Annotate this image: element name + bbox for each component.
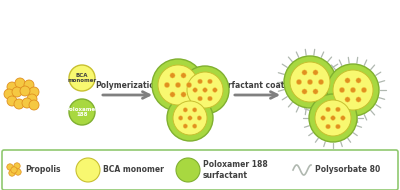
Circle shape	[181, 92, 186, 97]
Circle shape	[9, 170, 15, 176]
Circle shape	[14, 163, 20, 169]
Circle shape	[192, 108, 197, 112]
Circle shape	[192, 124, 197, 128]
Circle shape	[296, 79, 302, 85]
Circle shape	[183, 108, 188, 112]
Circle shape	[331, 116, 335, 120]
Circle shape	[326, 124, 330, 129]
Circle shape	[7, 82, 17, 92]
Circle shape	[302, 89, 307, 94]
Circle shape	[336, 107, 340, 112]
Circle shape	[315, 100, 351, 136]
Circle shape	[313, 70, 318, 75]
Circle shape	[307, 79, 313, 85]
Circle shape	[15, 169, 21, 175]
Circle shape	[321, 116, 326, 120]
Circle shape	[188, 116, 192, 120]
Circle shape	[208, 79, 212, 84]
Circle shape	[284, 56, 336, 108]
Circle shape	[176, 158, 200, 182]
Circle shape	[356, 97, 361, 102]
Circle shape	[152, 59, 204, 111]
Circle shape	[14, 99, 24, 109]
Circle shape	[327, 64, 379, 116]
Circle shape	[181, 73, 186, 78]
Text: Propolis: Propolis	[25, 165, 60, 174]
Circle shape	[164, 82, 170, 88]
Circle shape	[326, 107, 330, 112]
Circle shape	[29, 87, 39, 97]
Text: Surfactant coating: Surfactant coating	[217, 81, 298, 90]
Circle shape	[362, 87, 367, 93]
Circle shape	[197, 116, 202, 120]
Circle shape	[76, 158, 100, 182]
Circle shape	[313, 89, 318, 94]
Circle shape	[187, 72, 223, 108]
Text: Polymerization: Polymerization	[95, 81, 160, 90]
Text: BCA monomer: BCA monomer	[103, 165, 164, 174]
Text: BCA
monomer: BCA monomer	[68, 73, 96, 83]
Circle shape	[193, 88, 198, 92]
Circle shape	[345, 97, 350, 102]
Circle shape	[302, 70, 307, 75]
Text: Poloxamer 188
surfactant: Poloxamer 188 surfactant	[203, 160, 268, 180]
Circle shape	[339, 87, 345, 93]
Circle shape	[27, 94, 37, 104]
Circle shape	[178, 116, 183, 120]
Circle shape	[198, 96, 202, 101]
Circle shape	[69, 65, 95, 91]
Circle shape	[345, 78, 350, 83]
Circle shape	[336, 124, 340, 129]
Circle shape	[170, 92, 175, 97]
Circle shape	[7, 96, 17, 106]
Circle shape	[20, 86, 30, 96]
Circle shape	[12, 87, 22, 97]
Circle shape	[11, 167, 17, 173]
Circle shape	[29, 100, 39, 110]
Circle shape	[340, 116, 345, 120]
Circle shape	[24, 80, 34, 90]
Circle shape	[167, 95, 213, 141]
Circle shape	[333, 70, 373, 110]
Circle shape	[290, 62, 330, 102]
Circle shape	[158, 65, 198, 105]
Circle shape	[69, 99, 95, 125]
Circle shape	[212, 88, 217, 92]
Circle shape	[186, 82, 192, 88]
Circle shape	[356, 78, 361, 83]
Circle shape	[350, 87, 356, 93]
Circle shape	[173, 101, 207, 135]
Circle shape	[15, 78, 25, 88]
Text: Polysorbate 80: Polysorbate 80	[315, 165, 380, 174]
Circle shape	[309, 94, 357, 142]
Circle shape	[183, 124, 188, 128]
Circle shape	[198, 79, 202, 84]
Circle shape	[175, 82, 181, 88]
FancyBboxPatch shape	[2, 150, 398, 190]
Circle shape	[7, 164, 13, 170]
Circle shape	[208, 96, 212, 101]
Circle shape	[181, 66, 229, 114]
Circle shape	[318, 79, 324, 85]
Circle shape	[203, 88, 207, 92]
Text: Poloxamer
188: Poloxamer 188	[66, 107, 98, 117]
Circle shape	[170, 73, 175, 78]
Circle shape	[22, 98, 32, 108]
Circle shape	[4, 89, 14, 99]
